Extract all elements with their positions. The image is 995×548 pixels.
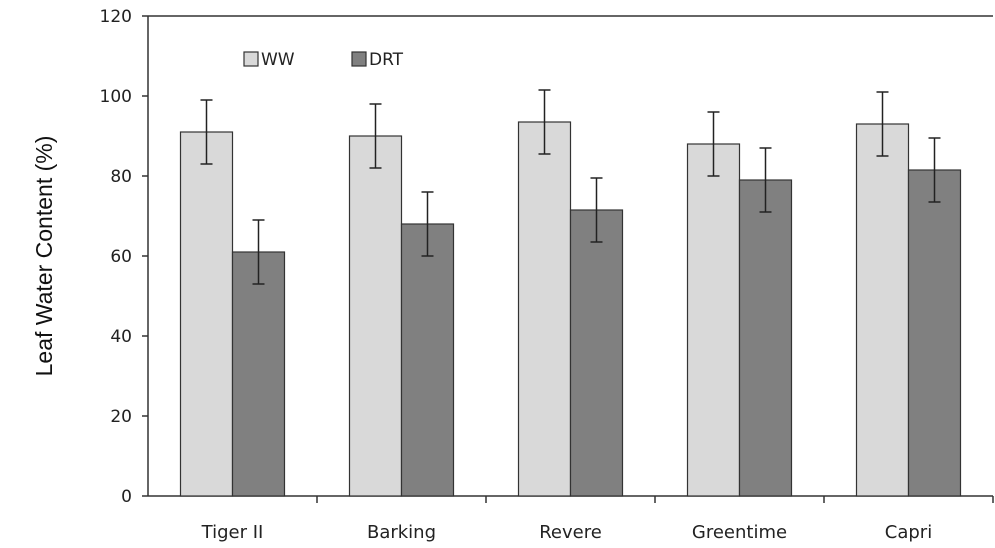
legend-label-drt: DRT — [369, 50, 404, 70]
legend-label-ww: WW — [261, 50, 295, 70]
y-tick-label: 40 — [110, 327, 132, 347]
x-axis-categories: Tiger II Barking Revere Greentime Capri — [201, 496, 994, 543]
bar-drt — [907, 169, 962, 497]
bar-ww — [348, 135, 403, 497]
legend-swatch-ww — [243, 51, 259, 67]
y-tick-label: 0 — [121, 487, 132, 507]
x-category-label: Capri — [885, 522, 932, 543]
x-category-label: Greentime — [692, 522, 787, 543]
y-tick-label: 60 — [110, 247, 132, 267]
y-tick-label: 20 — [110, 407, 132, 427]
x-category-label: Revere — [539, 522, 602, 543]
bar-ww — [686, 143, 741, 497]
chart-bars — [179, 121, 962, 497]
y-tick-label: 80 — [110, 167, 132, 187]
bar-ww — [517, 121, 572, 497]
bar-ww — [855, 123, 910, 497]
bar-drt — [569, 209, 624, 497]
chart-error-bars — [200, 89, 941, 285]
bar-drt — [231, 251, 286, 497]
x-category-label: Barking — [367, 522, 436, 543]
y-tick-label: 120 — [100, 7, 132, 27]
y-axis-ticks: 0 20 40 60 80 100 120 — [100, 7, 148, 507]
bar-drt — [400, 223, 455, 497]
y-tick-label: 100 — [100, 87, 132, 107]
chart-legend: WW DRT — [243, 50, 404, 70]
x-category-label: Tiger II — [201, 522, 264, 543]
y-axis-label: Leaf Water Content (%) — [31, 136, 57, 377]
bar-drt — [738, 179, 793, 497]
bar-ww — [179, 131, 234, 497]
legend-swatch-drt — [351, 51, 367, 67]
